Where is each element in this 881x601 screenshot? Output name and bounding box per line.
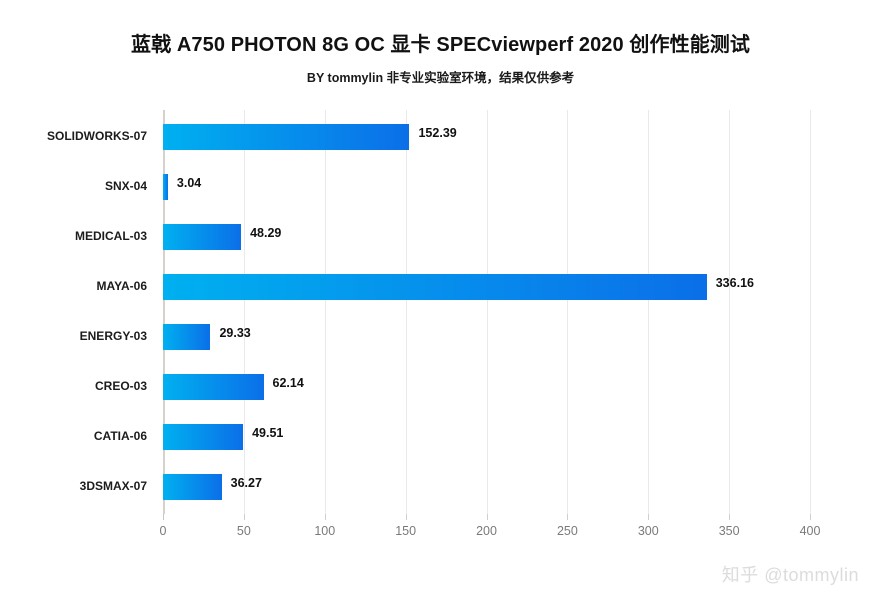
gridline [405,110,407,514]
bar-row: ENERGY-03 29.33 [80,312,810,362]
category-label: ENERGY-03 [79,329,147,343]
category-label: MAYA-06 [96,279,147,293]
x-axis-tick [163,514,164,520]
category-label: SNX-04 [104,179,147,193]
bar[interactable] [163,424,244,450]
x-axis-tick [567,514,569,520]
x-axis-tick-label: 50 [236,524,251,538]
bar-value-label: 48.29 [250,226,282,240]
bar-value-label: 3.04 [176,176,202,190]
bar-row: SOLIDWORKS-07 152.39 [47,112,810,162]
bar[interactable] [163,224,242,250]
x-axis-tick-label: 250 [556,524,578,538]
y-axis-line [163,110,165,514]
gridline [648,110,650,514]
gridline [324,110,326,514]
x-axis-tick-label: 200 [476,524,497,538]
x-axis-tick [810,514,811,520]
x-axis-tick [324,514,326,520]
x-axis-tick-label: 400 [799,524,821,538]
category-label: 3DSMAX-07 [79,479,147,493]
bar-row: SNX-04 3.04 [105,162,810,212]
bar-row: CREO-03 62.14 [95,362,810,412]
gridline [567,110,569,514]
category-label: CATIA-06 [93,429,147,443]
x-axis-tick-label: 350 [718,524,740,538]
x-axis-tick-label: 100 [314,524,336,538]
watermark: 知乎 @tommylin [721,565,859,585]
gridline [243,110,245,514]
bar-value-label: 336.16 [715,276,754,290]
gridline [729,110,731,514]
chart-title: 蓝戟 A750 PHOTON 8G OC 显卡 SPECviewperf 202… [130,34,751,56]
x-axis-tick [729,514,731,520]
bar[interactable] [163,474,222,500]
bar[interactable] [163,124,410,150]
x-axis-tick-label: 0 [159,524,167,538]
bar-value-label: 36.27 [230,476,262,490]
bar-value-label: 62.14 [272,376,304,390]
bar-value-label: 49.51 [252,426,284,440]
category-label: CREO-03 [94,379,147,393]
bar[interactable] [163,274,707,300]
category-label: MEDICAL-03 [74,229,147,243]
bar[interactable] [163,174,168,200]
plot-area: SOLIDWORKS-07 152.39 SNX-04 3.04 MEDICAL-03 4… [47,110,820,538]
bar-value-label: 29.33 [219,326,251,340]
chart-subtitle: BY tommylin 非专业实验室环境，结果仅供参考 [306,71,575,85]
bar-row: CATIA-06 49.51 [94,412,810,462]
x-axis-tick [405,514,407,520]
x-axis-tick [486,514,488,520]
gridline [810,110,811,514]
x-axis-tick-label: 300 [637,524,659,538]
category-label: SOLIDWORKS-07 [46,129,147,143]
bar[interactable] [163,324,211,350]
x-axis-tick [243,514,245,520]
bar[interactable] [163,374,264,400]
bar-row: MAYA-06 336.16 [97,262,810,312]
bar-row: 3DSMAX-07 36.27 [80,462,810,512]
x-axis-tick [648,514,650,520]
bar-row: MEDICAL-03 48.29 [75,212,810,262]
gridline [486,110,488,514]
bar-value-label: 152.39 [418,126,457,140]
x-axis-tick-label: 150 [395,524,417,538]
